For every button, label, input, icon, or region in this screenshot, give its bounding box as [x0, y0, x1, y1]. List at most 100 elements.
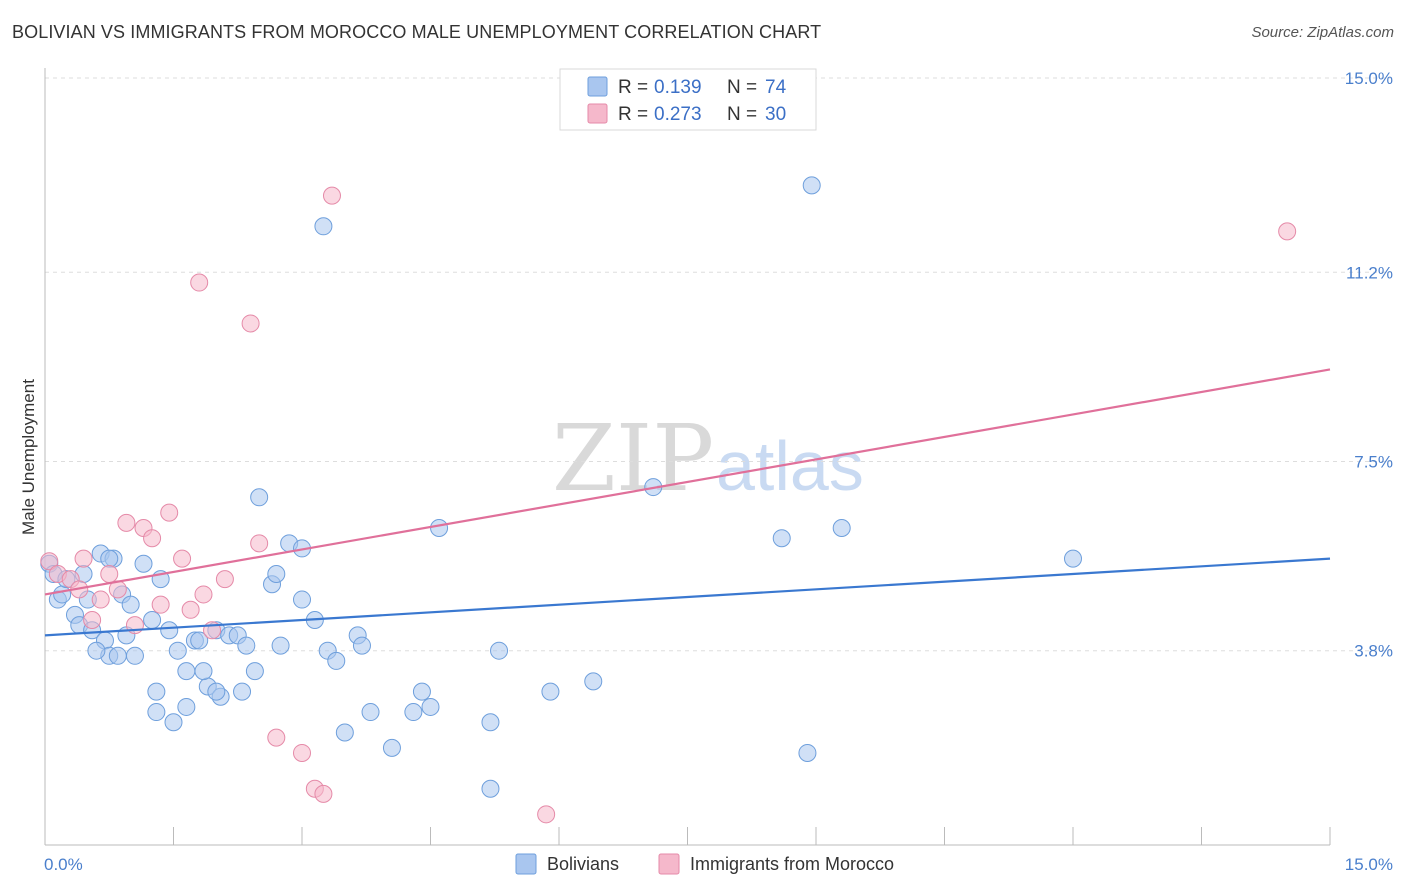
data-point-s0-59 — [490, 641, 509, 660]
data-point-s0-58 — [481, 779, 500, 798]
data-point-s0-22 — [160, 621, 179, 640]
stats-n-label-morocco: N = — [727, 104, 757, 125]
data-point-s0-20 — [147, 682, 166, 701]
legend-label-bolivians: Bolivians — [547, 854, 619, 874]
data-point-s0-37 — [293, 590, 311, 609]
stats-r-value-morocco: 0.273 — [654, 104, 702, 125]
data-point-s1-15 — [173, 549, 192, 568]
trend-line-s1 — [44, 368, 1331, 596]
data-point-s0-64 — [798, 743, 817, 762]
data-point-s0-48 — [147, 703, 166, 722]
data-point-s0-24 — [177, 662, 196, 681]
data-point-s0-44 — [404, 703, 423, 722]
legend-swatch-morocco — [658, 853, 680, 875]
data-point-s0-32 — [237, 636, 256, 655]
data-point-s0-67 — [314, 217, 333, 236]
scatter-points — [40, 176, 1297, 824]
data-point-s0-54 — [352, 636, 371, 655]
data-point-s0-52 — [267, 564, 286, 583]
data-point-s0-18 — [134, 554, 153, 573]
stats-n-value-bolivians: 74 — [765, 77, 787, 98]
data-point-s0-33 — [245, 662, 264, 681]
data-point-s0-19 — [143, 611, 162, 630]
data-point-s0-72 — [100, 549, 119, 568]
data-point-s1-12 — [143, 529, 162, 548]
data-point-s1-28 — [537, 805, 556, 824]
watermark: ZIP atlas — [552, 405, 864, 512]
data-point-s0-61 — [584, 672, 603, 691]
data-point-s1-24 — [314, 784, 333, 803]
data-point-s1-26 — [190, 273, 209, 292]
data-point-s1-0 — [40, 552, 59, 571]
data-point-s1-19 — [215, 570, 234, 589]
data-point-s0-3 — [53, 585, 72, 604]
data-point-s1-7 — [100, 564, 119, 583]
stats-r-value-bolivians: 0.139 — [654, 77, 702, 98]
data-point-s0-57 — [481, 713, 500, 732]
data-point-s0-50 — [194, 662, 213, 681]
data-point-s0-35 — [271, 636, 290, 655]
data-point-s0-23 — [168, 641, 187, 660]
stats-r-label-morocco: R = — [618, 104, 648, 125]
trend-line-s0 — [44, 557, 1331, 637]
stats-box: R = 0.139 N = 74 R = 0.273 N = 30 — [559, 68, 817, 131]
data-point-s1-9 — [117, 513, 136, 532]
axes — [44, 68, 1331, 846]
data-point-s0-46 — [87, 641, 106, 660]
data-point-s0-71 — [207, 682, 226, 701]
chart-title: BOLIVIAN VS IMMIGRANTS FROM MOROCCO MALE… — [12, 22, 822, 42]
data-point-s1-25 — [322, 186, 341, 205]
data-point-s1-16 — [181, 600, 200, 619]
data-point-s0-26 — [190, 631, 209, 650]
data-point-s0-69 — [250, 488, 269, 507]
data-point-s0-60 — [541, 682, 560, 701]
data-point-s0-17 — [125, 646, 144, 665]
stats-n-label-bolivians: N = — [727, 77, 757, 98]
stats-n-value-morocco: 30 — [765, 104, 786, 125]
data-point-s0-66 — [1064, 549, 1082, 568]
data-point-s1-29 — [1278, 222, 1297, 241]
y-tick-labels: 3.8% 7.5% 11.2% 15.0% — [1345, 69, 1393, 661]
legend-swatch-bolivians — [515, 853, 537, 875]
data-point-s0-63 — [772, 529, 791, 548]
y-axis-title: Male Unemployment — [19, 379, 38, 535]
grid — [45, 77, 1392, 652]
data-point-s0-51 — [233, 682, 252, 701]
data-point-s1-20 — [250, 534, 269, 553]
data-point-s0-43 — [382, 738, 401, 757]
legend: Bolivians Immigrants from Morocco — [515, 853, 894, 875]
data-point-s0-65 — [832, 518, 851, 537]
trend-lines — [44, 368, 1331, 637]
chart-source: Source: ZipAtlas.com — [1251, 24, 1394, 41]
data-point-s1-22 — [293, 743, 311, 762]
data-point-s0-70 — [327, 651, 346, 670]
x-tick-labels: 0.0% 15.0% — [44, 855, 1393, 874]
data-point-s0-68 — [802, 176, 821, 195]
data-point-s0-56 — [430, 518, 449, 537]
stats-swatch-morocco — [587, 103, 608, 124]
data-point-s0-45 — [421, 697, 440, 716]
watermark-zip: ZIP — [552, 405, 714, 512]
data-point-s0-40 — [335, 723, 354, 742]
y-tick-label-1: 7.5% — [1354, 453, 1393, 472]
stats-swatch-bolivians — [587, 76, 608, 97]
data-point-s0-73 — [164, 713, 183, 732]
data-point-s1-6 — [91, 590, 110, 609]
legend-label-morocco: Immigrants from Morocco — [690, 854, 894, 874]
data-point-s0-49 — [177, 697, 196, 716]
stats-r-label-bolivians: R = — [618, 77, 648, 98]
data-point-s0-47 — [108, 646, 127, 665]
y-tick-label-0: 3.8% — [1354, 642, 1393, 661]
data-point-s0-55 — [412, 682, 431, 701]
data-point-s1-13 — [151, 595, 170, 614]
x-tick-label-0: 0.0% — [44, 855, 83, 874]
data-point-s1-21 — [267, 728, 286, 747]
watermark-atlas: atlas — [716, 427, 864, 505]
data-point-s1-4 — [74, 549, 93, 568]
y-tick-label-2: 11.2% — [1346, 263, 1393, 282]
x-tick-label-1: 15.0% — [1345, 855, 1393, 874]
data-point-s0-42 — [361, 703, 380, 722]
data-point-s1-5 — [83, 611, 102, 630]
y-tick-label-3: 15.0% — [1345, 69, 1393, 88]
